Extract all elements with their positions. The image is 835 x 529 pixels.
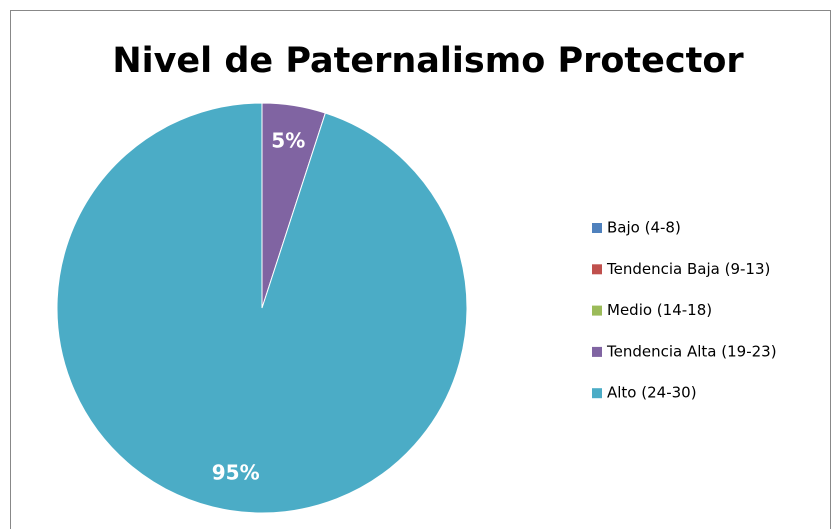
data-label: 5%: [271, 128, 305, 152]
legend: Bajo (4-8) Tendencia Baja (9-13) Medio (14…: [592, 219, 777, 402]
pie-slice: [56, 102, 468, 514]
data-label: 95%: [212, 461, 260, 485]
legend-swatch: [592, 223, 602, 233]
legend-swatch: [592, 388, 602, 399]
legend-label: Tendencia Baja (9-13): [606, 260, 770, 278]
legend-label: Medio (14-18): [607, 301, 712, 319]
legend-label: Alto (24-30): [607, 384, 697, 402]
legend-swatch: [592, 264, 602, 275]
legend-swatch: [592, 346, 602, 357]
legend-swatch: [592, 305, 602, 316]
legend-label: Tendencia Alta (19-23): [606, 342, 777, 360]
chart-title: Nivel de Paternalismo Protector: [112, 41, 744, 81]
legend-label: Bajo (4-8): [607, 219, 681, 237]
